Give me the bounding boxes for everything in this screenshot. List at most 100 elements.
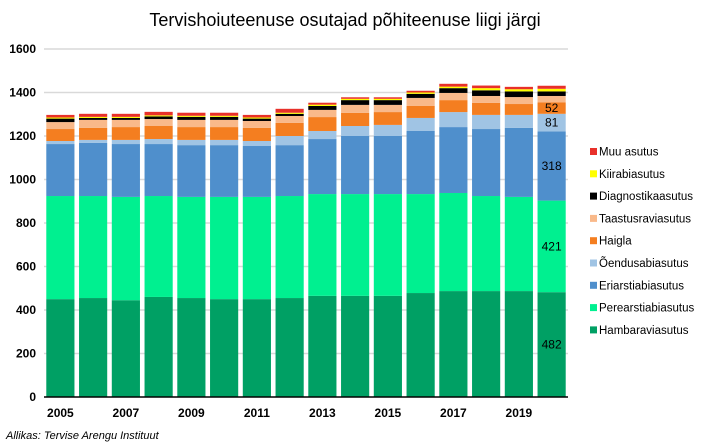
bar-segment [46, 118, 75, 123]
bar-segment [242, 118, 271, 121]
bar-segment [144, 139, 173, 145]
bar-segment [177, 298, 206, 397]
legend-label: Taastusraviasutus [599, 213, 691, 225]
bar-segment [79, 298, 108, 397]
bar-segment [341, 100, 370, 105]
bar-segment [79, 116, 108, 118]
y-tick-label: 1000 [9, 173, 36, 187]
bar-segment [79, 139, 108, 143]
bar-segment [308, 105, 337, 110]
legend-swatch [590, 281, 597, 289]
bar-segment [439, 86, 468, 89]
bar-segment [472, 196, 501, 292]
bar-segment [341, 295, 370, 397]
bar-segment [472, 102, 501, 115]
bar-segment [504, 127, 533, 197]
bar-segment [537, 95, 566, 103]
bar-segment [341, 136, 370, 195]
legend-label: Muu asutus [599, 147, 659, 159]
bar-segment [472, 90, 501, 96]
bar-segment [46, 114, 75, 118]
bar-segment [439, 127, 468, 193]
legend-label: Eriarstiabiasutus [599, 280, 684, 292]
bar-segment [472, 114, 501, 130]
bar-segment [275, 115, 304, 123]
bar-segment [537, 200, 566, 293]
bar-segment [275, 108, 304, 113]
bar-segment [144, 125, 173, 140]
data-label: 482 [542, 338, 562, 352]
bar-segment [472, 88, 501, 91]
bar-segment [210, 139, 239, 146]
bar-segment [144, 296, 173, 397]
bar-segment [210, 127, 239, 140]
bar-segment [308, 109, 337, 118]
bar-segment [210, 116, 239, 120]
bar-segment [46, 196, 75, 300]
x-tick-label: 2017 [440, 406, 467, 420]
legend-swatch [590, 214, 597, 222]
bar-segment [242, 127, 271, 142]
bar-segment [537, 85, 566, 89]
bar-segment [439, 83, 468, 87]
bar-segment [177, 145, 206, 197]
bar-segment [177, 196, 206, 299]
source-note: Allikas: Tervise Arengu Instituut [6, 430, 159, 442]
bar-segment [472, 129, 501, 197]
y-tick-label: 800 [16, 216, 36, 230]
legend-label: Hambaraviasutus [599, 325, 689, 337]
bar-segment [406, 194, 435, 294]
bar-segment [439, 88, 468, 93]
bar-segment [504, 104, 533, 115]
bar-segment [537, 102, 566, 114]
x-tick-label: 2007 [113, 406, 140, 420]
bar-segment [144, 115, 173, 117]
bar-segment [373, 124, 402, 136]
x-tick-label: 2009 [178, 406, 205, 420]
legend-swatch [590, 192, 597, 200]
bar-segment [144, 119, 173, 126]
bar-segment [537, 113, 566, 132]
y-tick-label: 1200 [9, 129, 36, 143]
bar-segment [79, 196, 108, 299]
bar-segment [210, 299, 239, 397]
bar-segment [242, 117, 271, 119]
bar-segment [275, 122, 304, 136]
bar-segment [111, 139, 140, 145]
bar-segment [373, 97, 402, 99]
bar-segment [373, 100, 402, 105]
legend-label: Kiirabiasutus [599, 169, 665, 181]
chart-title: Tervishoiuteenuse osutajad põhiteenuse l… [149, 10, 541, 30]
legend-label: Perearstiabiasutus [599, 303, 694, 315]
bar-segment [242, 299, 271, 397]
bar-segment [210, 115, 239, 117]
y-tick-label: 1400 [9, 86, 36, 100]
bar-segment [111, 119, 140, 128]
bar-segment [504, 291, 533, 397]
bar-segment [406, 97, 435, 106]
bar-segment [341, 125, 370, 136]
bar-segment [242, 196, 271, 300]
bar-segment [275, 112, 304, 114]
bar-segment [79, 113, 108, 117]
bar-segment [472, 95, 501, 103]
bar-segment [373, 136, 402, 195]
bar-segment [111, 127, 140, 140]
bar-segment [46, 299, 75, 397]
bar-segment [46, 141, 75, 145]
bar-segment [242, 146, 271, 197]
bar-segment [111, 196, 140, 301]
bar-segment [308, 139, 337, 195]
bar-segment [79, 127, 108, 140]
bar-segment [537, 131, 566, 201]
bar-segment [275, 298, 304, 397]
bar-segment [275, 196, 304, 299]
bar-segment [111, 117, 140, 120]
legend-swatch [590, 304, 597, 312]
bar-segment [406, 92, 435, 94]
bar-segment [341, 104, 370, 113]
bar-segment [504, 86, 533, 90]
bar-segment [308, 102, 337, 105]
bar-segment [439, 92, 468, 101]
y-tick-label: 200 [16, 347, 36, 361]
